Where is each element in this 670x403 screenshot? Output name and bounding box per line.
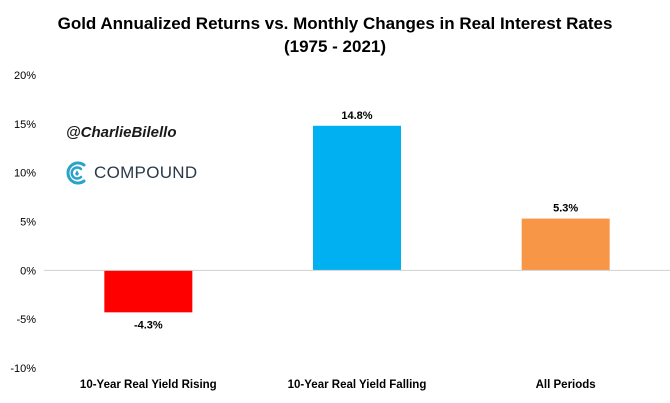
author-handle: @CharlieBilello	[66, 124, 177, 141]
y-tick-label: 10%	[14, 168, 36, 180]
compound-logo: COMPOUND	[64, 160, 197, 186]
bar	[104, 270, 193, 313]
bar	[313, 125, 401, 271]
compound-logo-icon	[66, 161, 86, 185]
y-tick-label: -5%	[16, 314, 36, 326]
x-axis-labels: 10-Year Real Yield Rising 10-Year Real Yi…	[80, 379, 596, 391]
y-tick-label: 20%	[14, 70, 36, 82]
y-tick-label: 5%	[20, 217, 36, 229]
x-tick-label: 10-Year Real Yield Falling	[288, 379, 427, 391]
data-label: 14.8%	[341, 110, 372, 122]
brand-name: COMPOUND	[94, 163, 198, 182]
bars	[104, 125, 610, 313]
y-tick-label: -10%	[10, 363, 36, 375]
chart-title: Gold Annualized Returns vs. Monthly Chan…	[57, 14, 613, 33]
data-labels: -4.3% 14.8% 5.3%	[134, 110, 578, 332]
chart-subtitle: (1975 - 2021)	[283, 37, 387, 56]
bar	[521, 218, 610, 271]
data-label: 5.3%	[553, 203, 578, 215]
x-tick-label: 10-Year Real Yield Rising	[80, 379, 217, 391]
y-tick-label: 15%	[14, 119, 36, 131]
y-axis: 20% 15% 10% 5% 0% -5% -10%	[10, 70, 36, 375]
x-tick-label: All Periods	[536, 379, 596, 391]
data-label: -4.3%	[134, 319, 163, 331]
y-tick-label: 0%	[20, 265, 36, 277]
